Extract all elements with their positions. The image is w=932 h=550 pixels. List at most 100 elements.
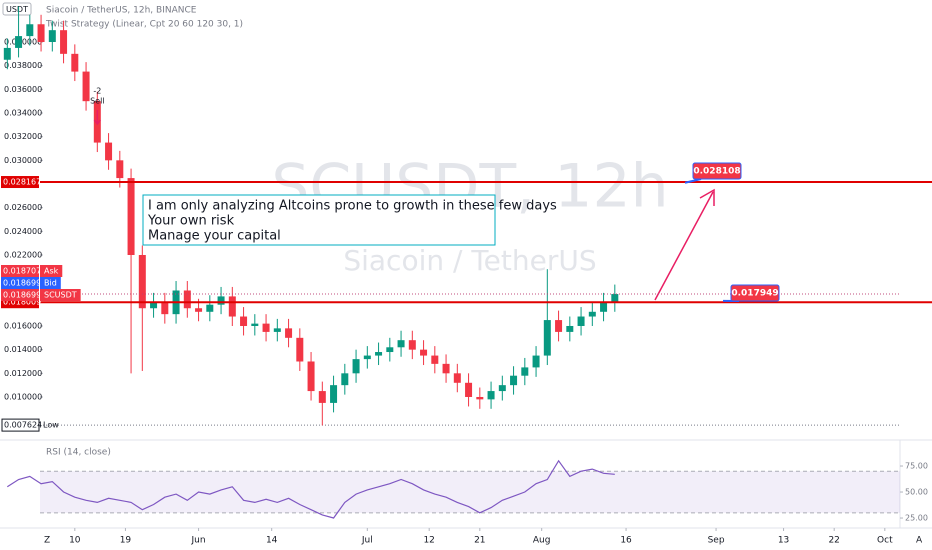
candle-body	[465, 382, 473, 397]
candle-body	[318, 391, 326, 403]
candle-body	[397, 340, 405, 348]
note-line: Manage your capital	[148, 229, 281, 244]
candle-body	[431, 355, 439, 364]
rsi-tick-label: 75.00	[905, 462, 928, 471]
candle-body	[543, 320, 551, 356]
candle-body	[487, 391, 495, 400]
quote-label: 0.018699	[3, 291, 41, 300]
rsi-line	[6, 459, 615, 519]
candle-body	[341, 373, 349, 386]
target-pointer	[684, 178, 702, 184]
signal-value: -2	[93, 87, 101, 96]
y-tick-label: 0.034000	[4, 109, 42, 118]
y-tick-label: 0.040000	[4, 38, 42, 47]
price-line-label: 0.028167	[3, 178, 41, 187]
candle-body	[588, 311, 596, 317]
candle-body	[532, 355, 540, 368]
low-label: 0.007624	[4, 421, 42, 430]
candle-body	[161, 302, 169, 315]
x-tick-label: Jul	[361, 536, 373, 546]
watermark-name: Siacoin / TetherUS	[343, 244, 596, 277]
candle-body	[138, 254, 146, 309]
candle-body	[420, 349, 428, 356]
rsi-tick-label: 50.00	[905, 488, 928, 497]
arrow-line	[654, 191, 714, 301]
candle-body	[105, 142, 113, 161]
candle-body	[273, 328, 281, 332]
candle-body	[442, 363, 450, 374]
note-box	[142, 194, 496, 246]
target-label: 0.017949	[731, 289, 778, 299]
x-tick-label: Oct	[877, 536, 893, 546]
y-tick-label: 0.016000	[4, 321, 42, 330]
y-tick-label: 0.032000	[4, 132, 42, 141]
quote-tag: Bid	[44, 279, 57, 288]
candle-body	[26, 24, 34, 37]
candle-body	[386, 347, 394, 353]
x-tick-label: Sep	[708, 536, 725, 546]
quote-tag-box	[40, 289, 81, 301]
candle-body	[60, 30, 68, 54]
candle-body	[555, 320, 563, 332]
candle-body	[521, 367, 529, 376]
arrow-head	[699, 188, 715, 206]
candle-body	[352, 359, 360, 374]
quote-tag-box	[40, 265, 63, 277]
candle-body	[240, 316, 248, 326]
candle-body	[296, 337, 304, 362]
y-tick-label: 0.022000	[4, 250, 42, 259]
target-box	[730, 284, 780, 302]
candle-body	[37, 24, 45, 43]
candle-body	[577, 316, 585, 326]
signal-label: Sell	[90, 97, 104, 106]
candle-body	[408, 340, 416, 350]
y-tick-label: 0.030000	[4, 156, 42, 165]
candle-body	[150, 302, 158, 309]
rsi-tick-label: 25.00	[905, 514, 928, 523]
candle-body	[15, 36, 23, 48]
quote-tag: Ask	[44, 267, 59, 276]
candle-body	[330, 385, 338, 403]
x-tick-label: Jun	[191, 536, 206, 546]
quote-tag: SCUSDT	[44, 291, 77, 300]
x-tick-label: 21	[474, 536, 485, 546]
x-tick-label: Aug	[533, 536, 551, 546]
candle-body	[217, 296, 225, 305]
candle-body	[71, 53, 79, 72]
candle-body	[600, 302, 608, 312]
y-tick-label: 0.014000	[4, 345, 42, 354]
note-line: I am only analyzing Altcoins prone to gr…	[148, 199, 557, 214]
candle-body	[453, 373, 461, 383]
candle-body	[183, 290, 191, 309]
corner-right: A	[916, 536, 923, 546]
quote-label: 0.018707	[3, 267, 41, 276]
x-tick-label: 22	[828, 536, 839, 546]
corner-left: Z	[44, 536, 50, 546]
y-tick-label: 0.010000	[4, 392, 42, 401]
quote-label: 0.018699	[3, 279, 41, 288]
x-tick-label: 14	[266, 536, 278, 546]
quote-label-box	[1, 265, 39, 277]
candle-body	[611, 294, 619, 303]
x-tick-label: 16	[620, 536, 632, 546]
indicator-title: Twist Strategy (Linear, Cpt 20 60 120 30…	[45, 20, 243, 30]
rsi-title: RSI (14, close)	[46, 448, 111, 458]
y-tick-label: 0.036000	[4, 85, 42, 94]
signal-arrow	[93, 110, 101, 126]
price-line-label-box	[1, 176, 39, 189]
candle-body	[307, 361, 315, 392]
candle-body	[206, 304, 214, 312]
y-tick-label: 0.038000	[4, 61, 42, 70]
candle-body	[510, 375, 518, 386]
currency-badge	[2, 2, 32, 16]
x-tick-label: 12	[423, 536, 434, 546]
price-line-label: 0.018009	[3, 298, 41, 307]
candle-body	[476, 396, 484, 400]
low-label-box	[1, 418, 40, 432]
symbol-title: Siacoin / TetherUS, 12h, BINANCE	[46, 6, 197, 16]
candle-body	[363, 355, 371, 360]
rsi-band	[40, 471, 900, 513]
low-tag: Low	[43, 421, 59, 430]
x-tick-label: 13	[778, 536, 789, 546]
